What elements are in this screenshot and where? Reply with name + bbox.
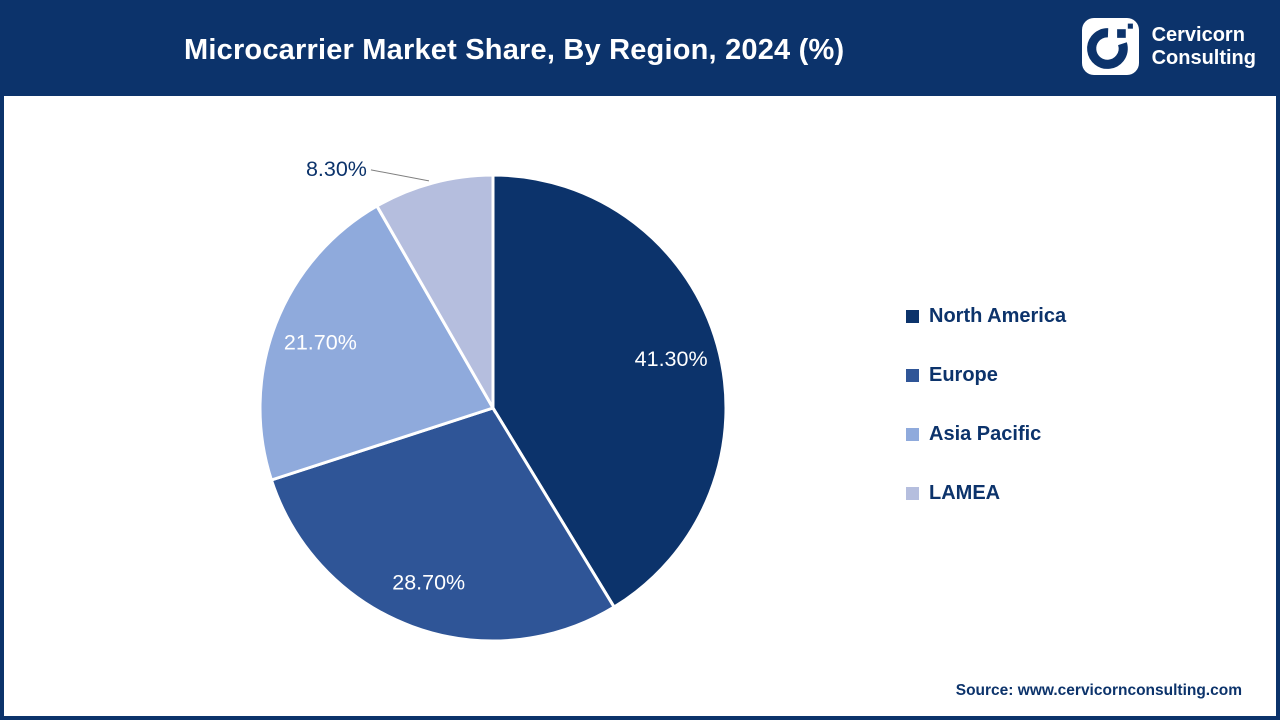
cervicorn-c-icon <box>1086 23 1133 69</box>
brand-name-line2: Consulting <box>1151 46 1256 69</box>
pie-value-label-asia-pacific: 21.70% <box>284 331 357 355</box>
legend-swatch-lamea <box>906 486 919 500</box>
pie-chart: 41.30% 28.70% 21.70% 8.30% <box>258 157 728 643</box>
brand-name: Cervicorn Consulting <box>1152 24 1256 70</box>
pie-value-label-north-america: 41.30% <box>635 347 708 371</box>
legend-swatch-north-america <box>906 309 919 323</box>
legend-label: Asia Pacific <box>929 422 1042 445</box>
legend-item-europe: Europe <box>906 363 1066 387</box>
chart-legend: North America Europe Asia Pacific LAMEA <box>906 304 1066 540</box>
header-bar: Microcarrier Market Share, By Region, 20… <box>4 4 1276 96</box>
pie-slice-europe <box>269 406 617 643</box>
label-leader-line <box>370 169 430 182</box>
page-title: Microcarrier Market Share, By Region, 20… <box>184 33 845 66</box>
legend-item-north-america: North America <box>906 304 1066 328</box>
pie-slice-north-america <box>491 173 728 610</box>
brand-name-line1: Cervicorn <box>1151 23 1245 46</box>
pie-value-label-lamea: 8.30% <box>306 157 367 181</box>
legend-item-asia-pacific: Asia Pacific <box>906 422 1066 446</box>
legend-item-lamea: LAMEA <box>906 481 1066 505</box>
legend-label: LAMEA <box>929 481 1001 504</box>
pie-slice-asia-pacific <box>258 203 496 482</box>
legend-label: North America <box>929 304 1067 327</box>
brand-logo-mark <box>1081 18 1139 75</box>
source-attribution: Source: www.cervicornconsulting.com <box>955 682 1242 699</box>
pie-value-label-europe: 28.70% <box>392 570 465 594</box>
brand-logo: Cervicorn Consulting <box>1081 18 1256 75</box>
legend-swatch-asia-pacific <box>906 427 919 441</box>
legend-label: Europe <box>929 363 998 386</box>
legend-swatch-europe <box>906 368 919 382</box>
pie-slice-lamea <box>374 173 495 414</box>
